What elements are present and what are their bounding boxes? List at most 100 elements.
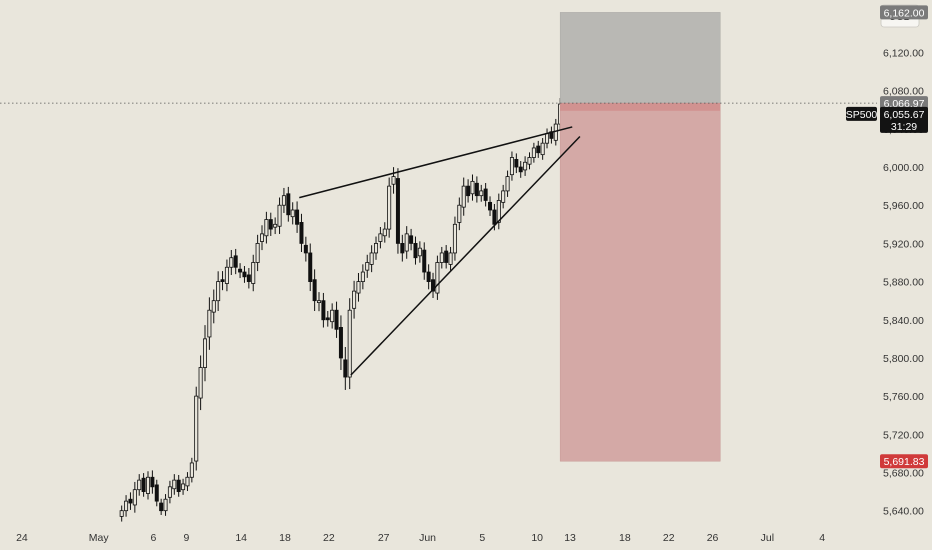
candle-body	[395, 178, 400, 244]
candle-body	[224, 266, 229, 284]
candle-body	[251, 262, 256, 284]
target-price-text: 6,162.00	[884, 7, 925, 19]
target-price-badge: 6,162.00	[880, 5, 928, 20]
candle-body	[505, 176, 510, 192]
candle-body	[470, 180, 475, 195]
symbol-tag: SP500	[846, 106, 877, 121]
date-tick-label: 13	[564, 532, 576, 544]
price-tick-label: 5,680.00	[883, 468, 924, 480]
candle-body	[338, 327, 343, 359]
date-tick-label: 27	[378, 532, 390, 544]
candle-body	[163, 498, 168, 512]
candle-body	[185, 476, 190, 487]
candle-body	[295, 209, 300, 225]
candle-body	[413, 243, 418, 259]
candle-body	[501, 190, 506, 203]
candle-body	[308, 252, 313, 282]
candle-body	[246, 274, 251, 282]
candle-body	[531, 147, 536, 158]
candle-body	[189, 462, 194, 478]
price-tick-label: 6,120.00	[883, 48, 924, 60]
date-tick-label: 18	[619, 532, 631, 544]
stop-price-badge: 5,691.83	[880, 454, 928, 469]
rising-wedge-lines[interactable]	[299, 126, 581, 376]
candle-body	[387, 185, 392, 230]
candle-body	[527, 157, 532, 165]
candle-body	[277, 204, 282, 227]
candle-body	[479, 190, 484, 197]
candle-body	[426, 271, 431, 282]
candle-body	[540, 142, 545, 156]
candle-body	[176, 479, 181, 492]
candle-body	[233, 255, 238, 268]
candle-body	[150, 476, 155, 488]
candle-body	[404, 233, 409, 252]
candle-body	[492, 209, 497, 225]
candle-body	[242, 271, 247, 278]
date-tick-label: 24	[16, 532, 28, 544]
loss-zone[interactable]	[559, 102, 721, 462]
candle-body	[255, 243, 260, 263]
candle-body	[286, 193, 291, 216]
candle-body	[391, 176, 396, 185]
price-tick-label: 6,080.00	[883, 86, 924, 98]
date-tick-label: 26	[707, 532, 719, 544]
candle-body	[167, 486, 172, 498]
candle-body	[325, 317, 330, 321]
candle-body	[378, 233, 383, 242]
candle-body	[545, 133, 550, 144]
candle-body	[321, 300, 326, 321]
candle-body	[439, 252, 444, 263]
candle-body	[207, 309, 212, 338]
candle-body	[198, 367, 203, 399]
candle-body	[417, 247, 422, 257]
candle-body	[312, 279, 317, 302]
candle-body	[273, 223, 278, 228]
candle-body	[317, 300, 322, 303]
price-axis[interactable]: 5,640.00 5,680.00 5,720.00 5,760.00 5,800.00…	[883, 48, 924, 518]
date-tick-label: 5	[479, 532, 485, 544]
candle-body	[374, 243, 379, 254]
candle-body	[124, 500, 129, 512]
candle-body	[172, 479, 177, 490]
candle-body	[330, 309, 335, 323]
candle-body	[509, 157, 514, 176]
date-tick-label: 22	[323, 532, 335, 544]
candle-body	[474, 182, 479, 197]
trendline[interactable]	[299, 126, 573, 199]
candle-body	[137, 479, 142, 491]
candle-body	[347, 309, 352, 378]
candle-body	[303, 244, 308, 254]
current-price-badge: 6,055.67 31:29	[880, 106, 928, 133]
candle-body	[290, 209, 295, 218]
date-tick-label: May	[89, 532, 110, 544]
profit-zone[interactable]	[559, 12, 721, 104]
time-axis[interactable]: 24 May 6 9 14 18 22 27 Jun 5 10 13 18 22 26 Jul 4	[16, 532, 825, 544]
date-tick-label: 4	[819, 532, 825, 544]
candle-body	[154, 484, 159, 502]
price-tick-label: 5,840.00	[883, 315, 924, 327]
price-tick-label: 5,920.00	[883, 238, 924, 250]
stop-price-text: 5,691.83	[884, 456, 925, 468]
candle-body	[523, 161, 528, 171]
candle-body	[281, 195, 286, 206]
candle-body	[356, 281, 361, 294]
candle-body	[119, 510, 124, 517]
date-tick-label: 22	[663, 532, 675, 544]
candle-body	[461, 185, 466, 208]
countdown-text: 31:29	[891, 121, 917, 133]
position-tool[interactable]	[559, 12, 721, 462]
candle-body	[483, 188, 488, 201]
candle-body	[518, 166, 523, 173]
candle-body	[128, 498, 133, 504]
candle-body	[268, 219, 273, 230]
candle-body	[422, 249, 427, 273]
current-price-text: 6,055.67	[884, 109, 925, 121]
date-tick-label: 10	[531, 532, 543, 544]
price-tick-label: 5,720.00	[883, 429, 924, 441]
trendline[interactable]	[350, 135, 581, 376]
candle-body	[382, 228, 387, 237]
price-tick-label: 5,760.00	[883, 391, 924, 403]
